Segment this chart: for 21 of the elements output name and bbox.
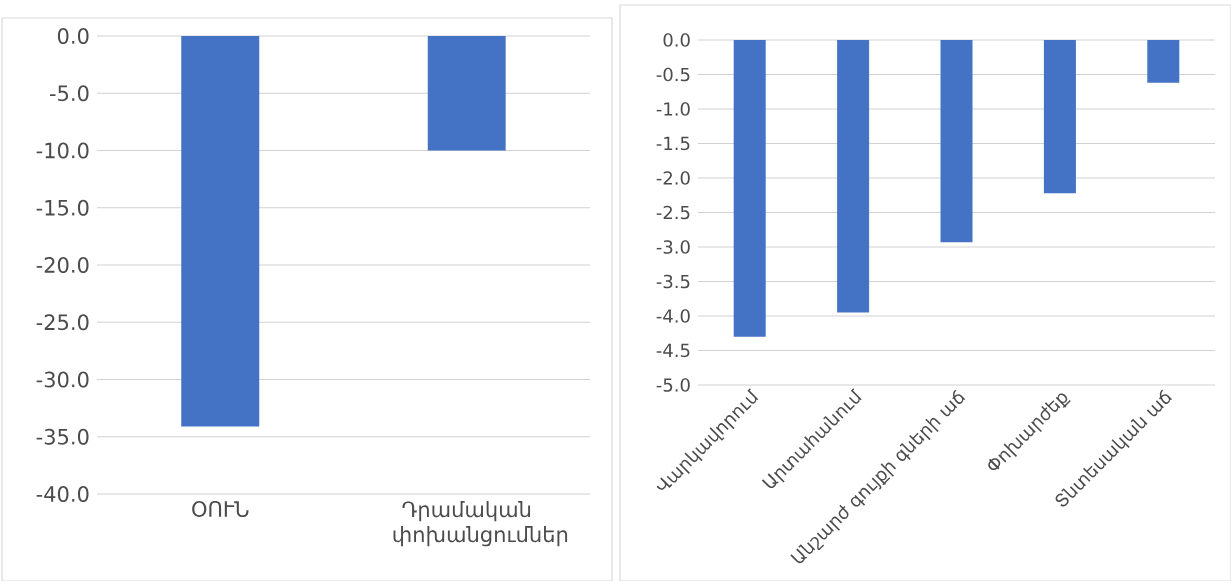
y-tick-label: -4.5 (656, 343, 690, 358)
y-tick-label: -2.0 (656, 171, 690, 185)
y-tick-label: -25.0 (36, 314, 89, 331)
y-tick-label: -35.0 (36, 428, 89, 445)
y-tick-label: -1.0 (656, 102, 690, 116)
y-tick-label: 0.0 (663, 33, 690, 47)
y-tick-label: -10.0 (36, 142, 89, 159)
y-tick-label: -2.5 (656, 205, 690, 220)
y-tick-label: -4.0 (656, 309, 690, 323)
y-tick-label: -15.0 (36, 199, 89, 216)
y-tick-label: -40.0 (36, 486, 89, 502)
y-tick-label: 0.0 (57, 28, 89, 44)
y-tick-label: -3.0 (656, 240, 690, 254)
x-tick-label: Դրամական փոխանցումներ (393, 501, 568, 547)
y-tick-label: -30.0 (36, 371, 89, 388)
y-tick-label: -20.0 (36, 257, 89, 273)
y-tick-label: -3.5 (656, 274, 690, 289)
y-tick-label: -1.5 (656, 136, 690, 151)
y-tick-label: -5.0 (50, 85, 89, 102)
x-tick-label: ՕՈՒՆ (192, 501, 249, 517)
y-tick-label: -0.5 (656, 67, 690, 82)
